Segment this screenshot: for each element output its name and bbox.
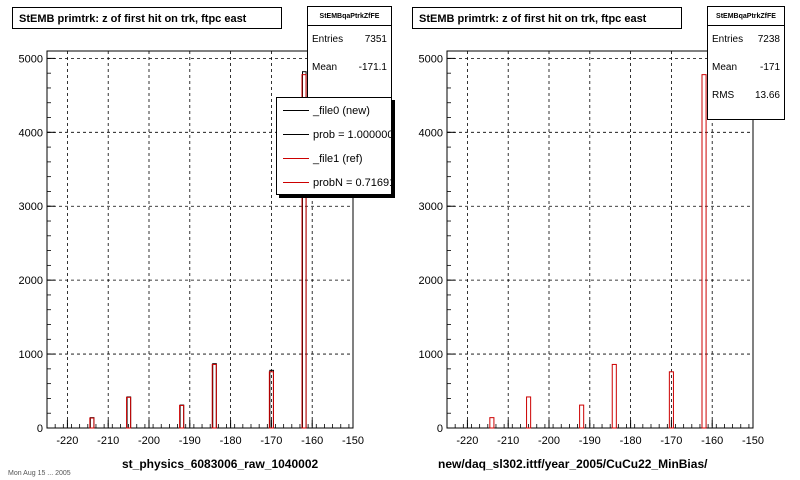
x-tick-label: -170 — [660, 435, 682, 447]
legend-label: probN = 0.716910 — [313, 177, 391, 189]
stats-label: RMS — [712, 90, 735, 101]
right-stats-rms: RMS 13.66 — [708, 82, 784, 110]
y-tick-label: 2000 — [419, 275, 443, 287]
right-stats-box: StEMBqaPtrkZfFE Entries 7238 Mean -171 R… — [707, 6, 785, 120]
legend-line-black — [283, 134, 309, 135]
legend-entry-prob: prob = 1.000000 — [277, 123, 391, 147]
x-tick-label: -190 — [579, 435, 601, 447]
x-tick-label: -180 — [620, 435, 642, 447]
left-stats-name: StEMBqaPtrkZfFE — [308, 7, 391, 26]
x-tick-label: -160 — [301, 435, 323, 447]
left-title: StEMB primtrk: z of first hit on trk, ft… — [12, 7, 282, 29]
y-tick-label: 5000 — [19, 53, 43, 65]
legend-entry-probn: probN = 0.716910 — [277, 171, 391, 194]
x-tick-label: -210 — [97, 435, 119, 447]
y-tick-label: 3000 — [419, 201, 443, 213]
stats-label: Mean — [312, 62, 338, 73]
legend-label: _file0 (new) — [313, 105, 370, 117]
y-tick-label: 0 — [37, 423, 43, 435]
stats-label: Entries — [712, 34, 744, 45]
stats-label: Entries — [312, 34, 344, 45]
footer-text: Mon Aug 15 ... 2005 — [8, 470, 71, 477]
x-tick-label: -150 — [342, 435, 364, 447]
left-stats-mean: Mean -171.1 — [308, 54, 391, 82]
legend-label: _file1 (ref) — [313, 153, 363, 165]
x-tick-label: -220 — [56, 435, 78, 447]
histogram-bar-ref — [268, 371, 274, 429]
y-tick-label: 4000 — [419, 127, 443, 139]
histogram-bar-ref — [126, 396, 132, 429]
legend-entry-file1: _file1 (ref) — [277, 147, 391, 171]
left-xlabel: st_physics_6083006_raw_1040002 — [122, 457, 319, 471]
stats-value: 7351 — [364, 34, 387, 45]
legend-label: prob = 1.000000 — [313, 129, 392, 141]
right-stats-name: StEMBqaPtrkZfFE — [708, 7, 784, 26]
left-stats-entries: Entries 7351 — [308, 26, 391, 54]
x-tick-label: -180 — [220, 435, 242, 447]
x-tick-label: -200 — [538, 435, 560, 447]
right-stats-mean: Mean -171 — [708, 54, 784, 82]
x-tick-label: -220 — [456, 435, 478, 447]
y-tick-label: 1000 — [19, 349, 43, 361]
stats-value: -171.1 — [358, 62, 387, 73]
histogram-bar-ref — [611, 363, 617, 429]
legend-entry-file0: _file0 (new) — [277, 99, 391, 123]
right-title: StEMB primtrk: z of first hit on trk, ft… — [412, 7, 682, 29]
histogram-bar-ref — [668, 371, 674, 429]
stats-value: -171 — [759, 62, 780, 73]
histogram-bar-ref — [179, 404, 185, 429]
x-tick-label: -210 — [497, 435, 519, 447]
histogram-bar-ref — [489, 417, 495, 429]
legend-line-red — [283, 158, 309, 159]
histogram-bar-ref — [301, 74, 307, 429]
legend-line-red — [283, 182, 309, 183]
x-tick-label: -160 — [701, 435, 723, 447]
y-tick-label: 5000 — [419, 53, 443, 65]
left-legend: _file0 (new) prob = 1.000000 _file1 (ref… — [276, 97, 392, 195]
y-tick-label: 3000 — [19, 201, 43, 213]
y-tick-label: 1000 — [419, 349, 443, 361]
stats-value: 7238 — [757, 34, 780, 45]
x-tick-label: -200 — [138, 435, 160, 447]
right-stats-entries: Entries 7238 — [708, 26, 784, 54]
y-tick-label: 2000 — [19, 275, 43, 287]
x-tick-label: -150 — [742, 435, 764, 447]
histogram-bar-ref — [89, 417, 95, 429]
x-tick-label: -190 — [179, 435, 201, 447]
y-tick-label: 4000 — [19, 127, 43, 139]
stats-value: 13.66 — [754, 90, 780, 101]
histogram-bar-ref — [526, 396, 532, 429]
histogram-bar-ref — [579, 404, 585, 429]
histogram-bar-ref — [701, 74, 707, 429]
left-stats-box: StEMBqaPtrkZfFE Entries 7351 Mean -171.1 — [307, 6, 392, 98]
legend-line-black — [283, 110, 309, 111]
y-tick-label: 0 — [437, 423, 443, 435]
right-xlabel: new/daq_sl302.ittf/year_2005/CuCu22_MinB… — [438, 457, 708, 471]
x-tick-label: -170 — [260, 435, 282, 447]
histogram-bar-ref — [211, 363, 217, 429]
stats-label: Mean — [712, 62, 738, 73]
